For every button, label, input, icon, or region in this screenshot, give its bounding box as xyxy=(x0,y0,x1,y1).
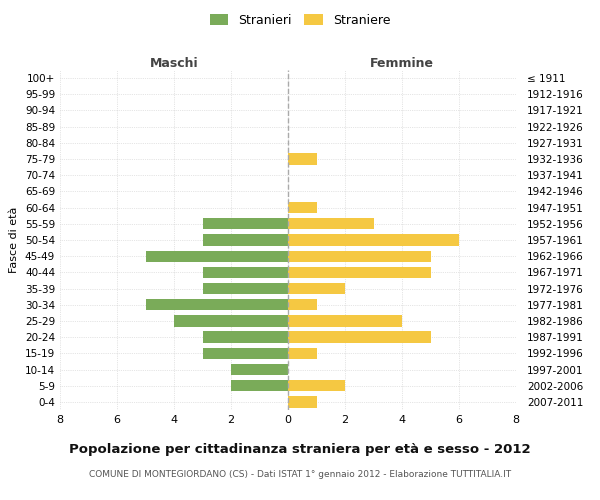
Bar xyxy=(288,348,317,359)
Bar xyxy=(288,154,317,164)
Bar xyxy=(288,283,345,294)
Y-axis label: Fasce di età: Fasce di età xyxy=(10,207,19,273)
Bar xyxy=(146,299,288,310)
Bar xyxy=(288,218,373,230)
Bar xyxy=(288,299,317,310)
Bar xyxy=(203,266,288,278)
Text: Maschi: Maschi xyxy=(149,57,199,70)
Legend: Stranieri, Straniere: Stranieri, Straniere xyxy=(205,8,395,32)
Bar xyxy=(203,234,288,246)
Bar xyxy=(288,234,459,246)
Text: Femmine: Femmine xyxy=(370,57,434,70)
Bar xyxy=(288,266,431,278)
Bar xyxy=(288,202,317,213)
Bar xyxy=(288,250,431,262)
Bar xyxy=(146,250,288,262)
Text: COMUNE DI MONTEGIORDANO (CS) - Dati ISTAT 1° gennaio 2012 - Elaborazione TUTTITA: COMUNE DI MONTEGIORDANO (CS) - Dati ISTA… xyxy=(89,470,511,479)
Bar xyxy=(203,218,288,230)
Bar xyxy=(288,316,402,326)
Bar xyxy=(231,380,288,392)
Bar xyxy=(288,396,317,407)
Text: Popolazione per cittadinanza straniera per età e sesso - 2012: Popolazione per cittadinanza straniera p… xyxy=(69,442,531,456)
Bar xyxy=(174,316,288,326)
Bar xyxy=(288,332,431,343)
Bar xyxy=(203,283,288,294)
Bar xyxy=(231,364,288,375)
Bar xyxy=(203,332,288,343)
Bar xyxy=(203,348,288,359)
Bar xyxy=(288,380,345,392)
